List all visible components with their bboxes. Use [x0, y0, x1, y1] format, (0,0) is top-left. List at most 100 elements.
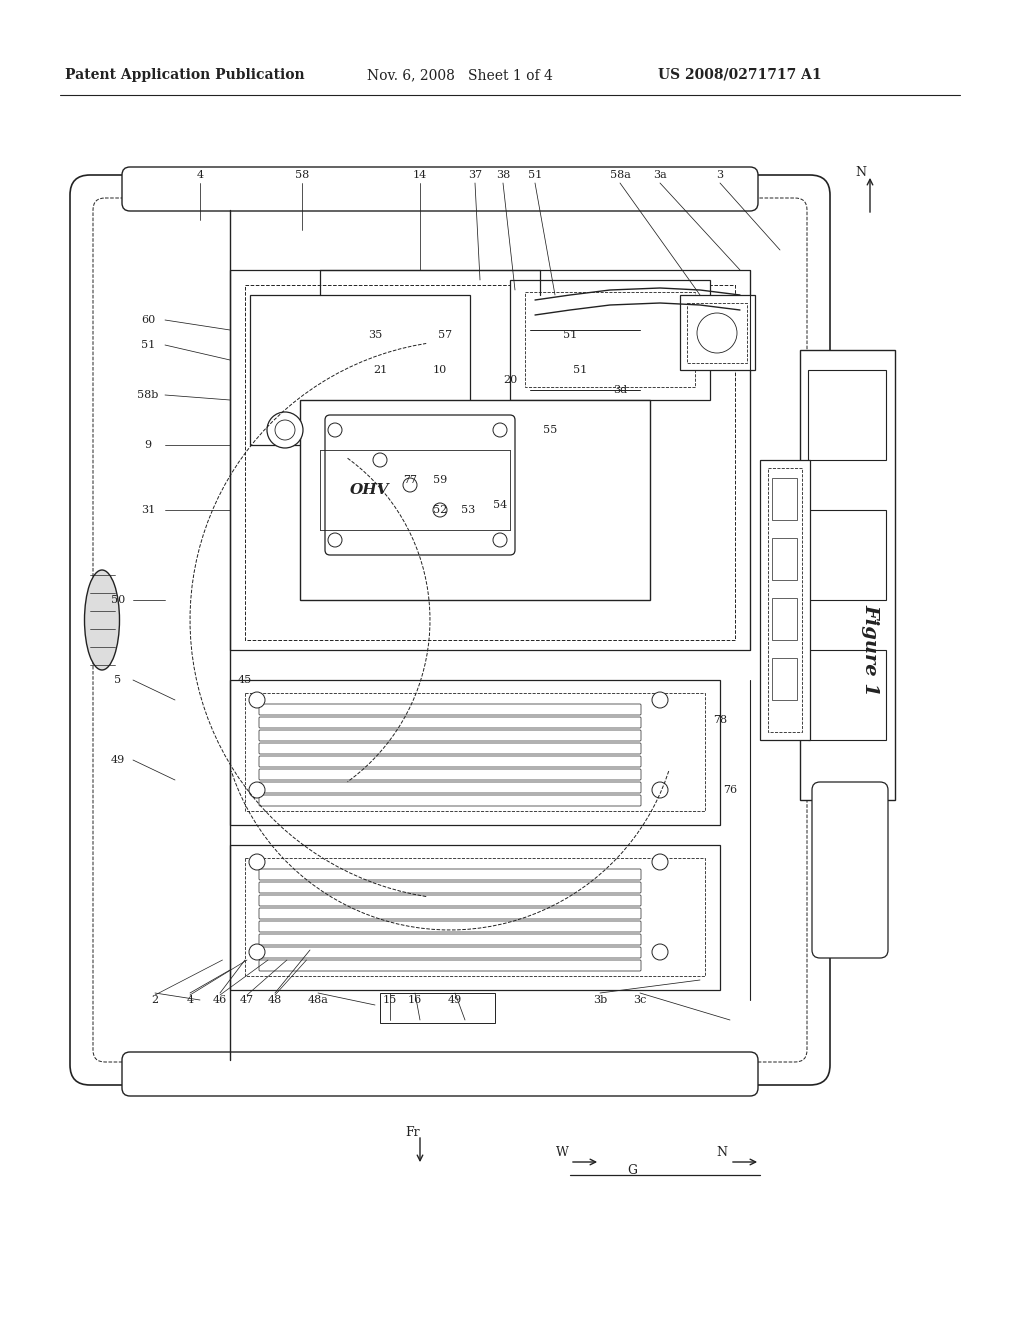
Bar [772, 478, 797, 520]
Circle shape [373, 453, 387, 467]
Text: Patent Application Publication: Patent Application Publication [66, 69, 305, 82]
FancyBboxPatch shape [259, 756, 641, 767]
Text: G: G [627, 1163, 637, 1176]
Text: 3b: 3b [593, 995, 607, 1005]
Bar [380, 993, 495, 1023]
FancyBboxPatch shape [259, 743, 641, 754]
Text: Fr: Fr [406, 1126, 420, 1139]
Bar [760, 459, 810, 741]
Text: 59: 59 [433, 475, 447, 484]
Text: 57: 57 [438, 330, 452, 341]
Text: 15: 15 [383, 995, 397, 1005]
Bar [768, 469, 802, 733]
Ellipse shape [85, 570, 120, 671]
FancyBboxPatch shape [259, 960, 641, 972]
Text: 51: 51 [528, 170, 542, 180]
Circle shape [328, 422, 342, 437]
Circle shape [249, 781, 265, 799]
Bar [772, 539, 797, 579]
Text: 76: 76 [723, 785, 737, 795]
Circle shape [493, 533, 507, 546]
Text: 58a: 58a [609, 170, 631, 180]
Circle shape [652, 944, 668, 960]
Bar [525, 292, 695, 387]
Text: 20: 20 [503, 375, 517, 385]
Text: 3a: 3a [653, 170, 667, 180]
Text: 5: 5 [115, 675, 122, 685]
Bar [772, 657, 797, 700]
FancyBboxPatch shape [259, 882, 641, 894]
Text: 3c: 3c [633, 995, 647, 1005]
Bar [230, 845, 720, 990]
Text: 10: 10 [433, 366, 447, 375]
Text: 48: 48 [268, 995, 283, 1005]
Circle shape [652, 692, 668, 708]
Text: 14: 14 [413, 170, 427, 180]
Text: 2: 2 [152, 995, 159, 1005]
Text: 16: 16 [408, 995, 422, 1005]
Text: W: W [556, 1146, 569, 1159]
FancyBboxPatch shape [259, 781, 641, 793]
Text: 58b: 58b [137, 389, 159, 400]
FancyBboxPatch shape [259, 935, 641, 945]
Text: 50: 50 [111, 595, 125, 605]
Bar [230, 680, 720, 825]
Text: N: N [716, 1146, 727, 1159]
FancyBboxPatch shape [325, 414, 515, 554]
FancyBboxPatch shape [259, 770, 641, 780]
FancyBboxPatch shape [259, 730, 641, 741]
Bar [510, 280, 710, 400]
Text: 21: 21 [373, 366, 387, 375]
FancyBboxPatch shape [259, 895, 641, 906]
Circle shape [249, 692, 265, 708]
Circle shape [249, 944, 265, 960]
Text: 51: 51 [141, 341, 155, 350]
Circle shape [433, 503, 447, 517]
Text: 51: 51 [572, 366, 587, 375]
Text: 45: 45 [238, 675, 252, 685]
Bar [808, 370, 886, 459]
Circle shape [275, 420, 295, 440]
Bar [808, 510, 886, 601]
Bar [230, 271, 750, 649]
Bar [808, 649, 886, 741]
Circle shape [652, 781, 668, 799]
Text: 3d: 3d [613, 385, 627, 395]
Text: 52: 52 [433, 506, 447, 515]
Circle shape [697, 313, 737, 352]
Text: 51: 51 [563, 330, 578, 341]
Circle shape [328, 533, 342, 546]
Text: 38: 38 [496, 170, 510, 180]
Bar [772, 598, 797, 640]
FancyBboxPatch shape [259, 869, 641, 880]
FancyBboxPatch shape [259, 717, 641, 729]
FancyBboxPatch shape [259, 704, 641, 715]
Text: 60: 60 [141, 315, 155, 325]
Circle shape [493, 422, 507, 437]
Text: N: N [855, 165, 866, 178]
FancyBboxPatch shape [259, 908, 641, 919]
Text: OHV: OHV [350, 483, 390, 498]
Text: 4: 4 [197, 170, 204, 180]
FancyBboxPatch shape [70, 176, 830, 1085]
Text: 78: 78 [713, 715, 727, 725]
Text: Figure 1: Figure 1 [861, 605, 879, 696]
Circle shape [249, 854, 265, 870]
Text: 31: 31 [141, 506, 155, 515]
Text: 3: 3 [717, 170, 724, 180]
FancyBboxPatch shape [122, 1052, 758, 1096]
Text: 4: 4 [186, 995, 194, 1005]
Bar [687, 304, 746, 363]
Bar [245, 858, 705, 975]
Text: 46: 46 [213, 995, 227, 1005]
Bar [800, 350, 895, 800]
Text: 9: 9 [144, 440, 152, 450]
Bar [245, 693, 705, 810]
Bar [300, 400, 650, 601]
Text: 47: 47 [240, 995, 254, 1005]
Text: Nov. 6, 2008   Sheet 1 of 4: Nov. 6, 2008 Sheet 1 of 4 [367, 69, 553, 82]
Text: 54: 54 [493, 500, 507, 510]
FancyBboxPatch shape [259, 946, 641, 958]
Text: 48a: 48a [307, 995, 329, 1005]
FancyBboxPatch shape [259, 795, 641, 807]
